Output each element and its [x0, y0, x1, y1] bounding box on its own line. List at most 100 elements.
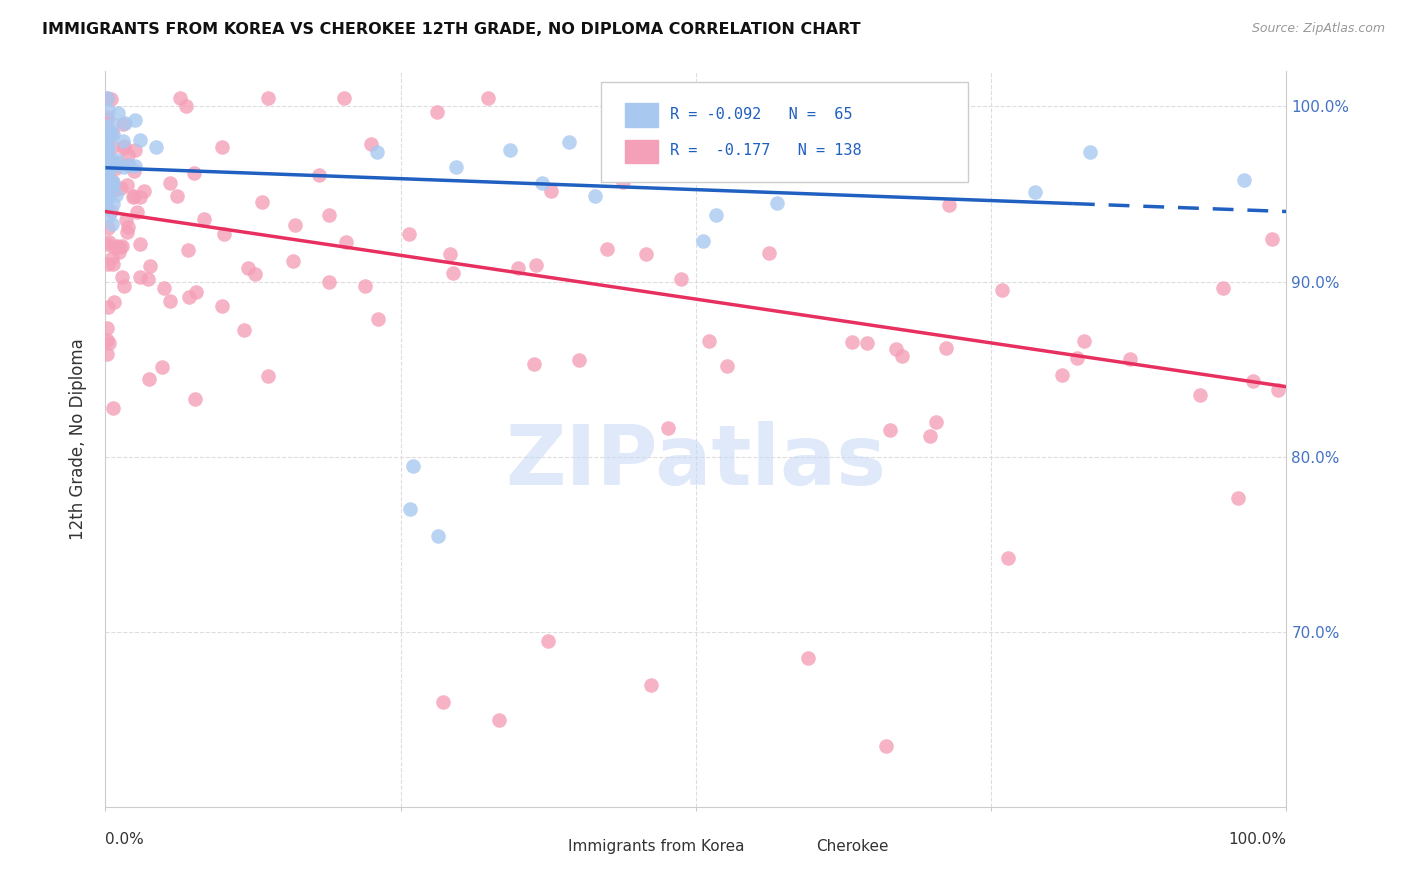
Point [97, 235, 120, 250]
Point [117, 148, 139, 162]
Point [1267, 383, 1289, 397]
Point [426, 529, 449, 543]
Point [633, 159, 655, 173]
Point [1226, 491, 1249, 505]
Point [129, 133, 152, 147]
Point [98, 161, 121, 175]
Point [124, 188, 146, 202]
Point [884, 343, 907, 357]
FancyBboxPatch shape [602, 82, 967, 182]
Point [124, 112, 146, 127]
Point [96, 184, 118, 198]
Point [257, 90, 280, 104]
Point [96, 137, 118, 152]
Point [96, 178, 118, 193]
Point [96, 119, 118, 133]
Point [174, 98, 197, 112]
Point [100, 203, 122, 218]
Point [96, 186, 118, 201]
Point [105, 239, 128, 253]
Point [159, 293, 181, 308]
Bar [773, 836, 806, 856]
Point [1241, 374, 1264, 388]
Point [875, 739, 897, 753]
Bar [626, 103, 658, 127]
Point [100, 92, 122, 106]
Point [101, 218, 124, 232]
Point [308, 168, 330, 182]
Point [96, 133, 118, 147]
Point [477, 90, 499, 104]
Point [124, 159, 146, 173]
Point [125, 205, 148, 219]
Text: Source: ZipAtlas.com: Source: ZipAtlas.com [1251, 22, 1385, 36]
Bar [524, 836, 558, 856]
Point [118, 157, 141, 171]
Y-axis label: 12th Grade, No Diploma: 12th Grade, No Diploma [69, 338, 87, 541]
Point [257, 368, 280, 383]
Text: R = -0.092   N =  65: R = -0.092 N = 65 [671, 106, 852, 121]
Point [101, 174, 124, 188]
Point [97, 141, 120, 155]
Point [96, 201, 118, 215]
Point [139, 259, 162, 273]
Point [145, 140, 167, 154]
Point [184, 285, 207, 300]
Point [920, 428, 942, 442]
Point [96, 160, 118, 174]
Point [856, 335, 879, 350]
Point [96, 201, 118, 215]
Point [96, 90, 118, 104]
Point [432, 695, 454, 709]
Point [97, 336, 120, 351]
Point [991, 283, 1014, 297]
Point [97, 103, 120, 117]
Point [111, 239, 134, 253]
Point [114, 212, 136, 227]
Point [101, 257, 124, 271]
Point [1024, 185, 1046, 199]
Point [499, 143, 522, 157]
Point [1212, 281, 1234, 295]
Point [183, 166, 205, 180]
Point [398, 227, 420, 242]
Bar [626, 140, 658, 163]
Point [97, 257, 120, 271]
Point [96, 191, 118, 205]
Point [96, 144, 118, 158]
Point [537, 633, 560, 648]
Point [98, 128, 121, 142]
Point [152, 360, 174, 375]
Point [96, 128, 118, 142]
Point [366, 145, 388, 159]
Point [96, 347, 118, 361]
Point [938, 198, 960, 212]
Point [117, 220, 139, 235]
Point [101, 401, 124, 415]
Point [101, 140, 124, 154]
Point [96, 90, 118, 104]
Point [758, 245, 780, 260]
Point [169, 90, 191, 104]
Point [636, 247, 658, 261]
Point [925, 415, 948, 429]
Point [716, 359, 738, 373]
Point [96, 112, 118, 127]
Point [128, 237, 150, 252]
Point [103, 294, 125, 309]
Point [117, 225, 139, 239]
Point [212, 227, 235, 241]
Point [184, 392, 207, 406]
Point [841, 334, 863, 349]
Point [704, 208, 727, 222]
Point [129, 269, 152, 284]
Point [103, 183, 125, 197]
Point [153, 281, 176, 295]
Point [333, 90, 356, 104]
Point [883, 119, 905, 133]
Point [101, 251, 124, 265]
Point [103, 128, 125, 142]
Point [284, 219, 307, 233]
Point [101, 117, 124, 131]
Point [96, 165, 118, 179]
